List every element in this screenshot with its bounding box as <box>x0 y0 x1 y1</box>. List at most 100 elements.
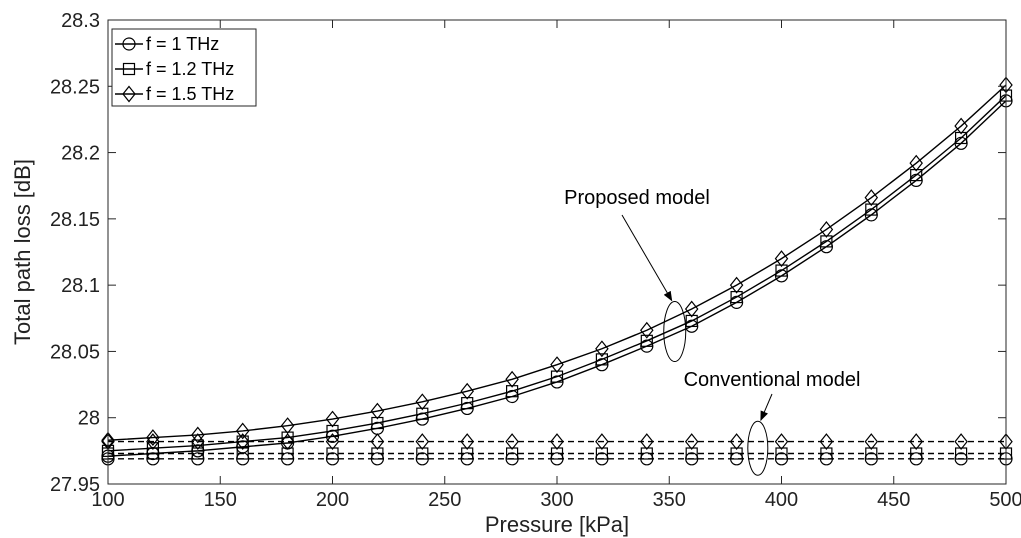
data-point <box>954 447 968 460</box>
y-tick-label: 28 <box>78 408 100 430</box>
data-point <box>910 169 923 182</box>
data-point <box>954 131 968 145</box>
data-point <box>595 340 609 358</box>
data-point <box>371 416 384 430</box>
data-point <box>865 447 878 460</box>
legend-marker <box>122 85 136 103</box>
legend-box <box>111 28 257 107</box>
data-point <box>191 447 204 460</box>
data-point <box>461 447 474 460</box>
data-point <box>505 370 519 388</box>
data-point <box>326 447 339 460</box>
data-point <box>415 393 430 411</box>
y-axis-title: Total path loss [dB] <box>10 159 35 345</box>
data-point <box>325 433 340 451</box>
x-tick-label: 350 <box>653 489 686 511</box>
data-point <box>416 447 429 460</box>
annotation-proposed-model: Proposed model <box>564 187 710 209</box>
data-point <box>146 429 160 447</box>
data-point <box>146 433 160 451</box>
x-tick-label: 200 <box>316 489 349 511</box>
data-point <box>281 447 294 460</box>
data-point <box>460 382 474 400</box>
y-tick-label: 28.2 <box>61 143 100 165</box>
data-point <box>775 264 788 277</box>
annotation-layer: Proposed model Conventional model <box>564 187 861 476</box>
data-point <box>820 235 833 248</box>
x-tick-label: 450 <box>877 489 910 511</box>
data-point <box>865 203 878 216</box>
data-point <box>820 447 833 460</box>
legend-label-1-5thz: f = 1.5 THz <box>146 84 234 104</box>
x-tick-label: 250 <box>428 489 461 511</box>
y-tick-label: 28.05 <box>50 341 100 363</box>
data-point <box>640 447 653 460</box>
data-point <box>371 447 384 460</box>
data-point <box>280 433 295 451</box>
data-point <box>640 433 654 451</box>
data-point <box>909 433 923 451</box>
proposed-model-ellipse <box>663 301 687 363</box>
data-point <box>550 370 564 383</box>
series-proposed-diamond <box>101 76 1013 449</box>
data-point <box>684 300 699 318</box>
data-point <box>685 314 698 328</box>
data-point <box>550 433 564 451</box>
legend-marker <box>122 37 136 51</box>
conventional-model-ellipse <box>747 420 769 476</box>
y-tick-label: 28.3 <box>61 10 100 32</box>
data-point <box>774 250 789 268</box>
x-tick-label: 400 <box>765 489 798 511</box>
data-point <box>191 433 205 451</box>
annotation-conventional-model: Conventional model <box>684 369 861 391</box>
data-point <box>864 433 879 451</box>
series-layer <box>101 76 1013 466</box>
y-tick-label: 28.15 <box>50 209 100 231</box>
data-point <box>819 221 834 238</box>
legend-label-1-2thz: f = 1.2 THz <box>146 59 234 79</box>
data-point <box>640 321 654 339</box>
x-axis-title: Pressure [kPa] <box>485 512 629 537</box>
data-point <box>685 447 698 460</box>
data-point <box>326 424 339 438</box>
data-point <box>370 433 385 451</box>
data-point <box>416 407 429 420</box>
data-point <box>595 433 609 451</box>
series-line <box>107 84 1007 441</box>
x-tick-label: 150 <box>204 489 237 511</box>
data-point <box>325 410 340 428</box>
ticks-layer: 100 150 200 250 300 350 400 450 500 27.95 28 28.05 2… <box>50 10 1021 511</box>
data-point <box>235 433 250 451</box>
data-point <box>235 422 250 440</box>
series-line <box>107 100 1007 457</box>
data-point <box>505 433 519 451</box>
legend: f = 1 THz f = 1.2 THz f = 1.5 THz <box>111 28 257 107</box>
data-point <box>191 426 205 444</box>
data-point <box>461 397 474 410</box>
series-proposed-square <box>101 89 1013 457</box>
proposed-model-arrow <box>621 214 673 302</box>
data-point <box>370 402 385 420</box>
data-point <box>684 433 699 451</box>
x-tick-label: 300 <box>540 489 573 511</box>
data-point <box>460 433 474 451</box>
series-conventional-diamond <box>101 433 1013 451</box>
data-point <box>236 447 249 460</box>
legend-marker <box>122 62 136 76</box>
data-point <box>864 189 879 207</box>
series-line <box>107 95 1007 452</box>
data-point <box>506 447 519 460</box>
y-tick-label: 28.1 <box>61 275 100 297</box>
data-point <box>550 356 564 374</box>
data-point <box>730 447 743 460</box>
data-point <box>954 117 968 135</box>
data-point <box>191 439 204 452</box>
data-point <box>595 353 609 366</box>
data-point <box>729 433 744 451</box>
data-point <box>909 154 923 172</box>
data-point <box>550 447 564 460</box>
data-point <box>819 433 834 451</box>
data-point <box>506 385 519 398</box>
legend-label-1thz: f = 1 THz <box>146 34 219 54</box>
